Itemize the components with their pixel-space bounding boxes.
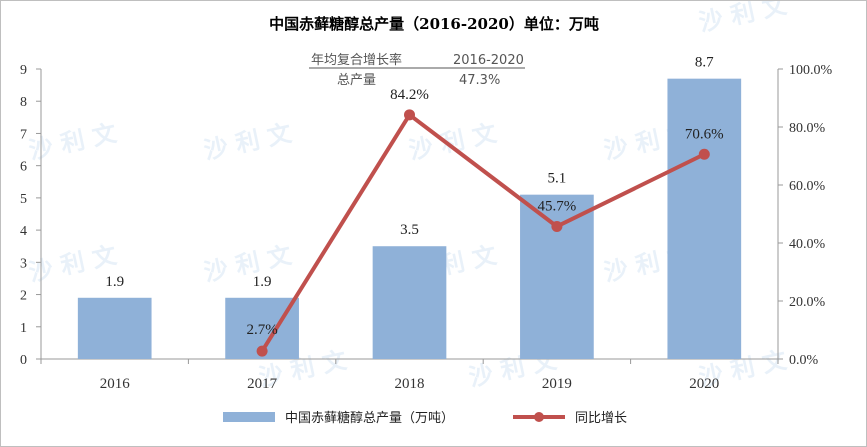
bar-2019 — [520, 194, 594, 359]
cagr-note-label: 年均复合增长率 — [311, 52, 402, 68]
y-right-tick-label: 100.0% — [789, 63, 833, 78]
bar-label-2017: 1.9 — [253, 274, 272, 290]
y-left-tick-label: 5 — [20, 192, 27, 207]
x-tick-label-2016: 2016 — [100, 376, 131, 392]
chart-title: 中国赤藓糖醇总产量（2016-2020）单位：万吨 — [269, 15, 599, 33]
y-left-tick-label: 8 — [20, 95, 27, 110]
growth-label-2017: 2.7% — [246, 322, 277, 338]
y-left-tick-label: 0 — [20, 353, 27, 368]
watermark-text-0: 沙 利 文 — [26, 119, 120, 165]
bar-label-2016: 1.9 — [105, 274, 124, 290]
legend: 中国赤藓糖醇总产量（万吨） 同比增长 — [223, 410, 627, 426]
growth-point-2018 — [404, 109, 415, 121]
growth-line-series: 2.7% 84.2% 45.7% 70.6% — [246, 87, 724, 357]
growth-point-2019 — [551, 220, 563, 232]
y-left-tick-label: 4 — [20, 224, 27, 239]
cagr-note: 年均复合增长率 2016-2020 总产量 47.3% — [309, 52, 525, 88]
y-right-tick-label: 80.0% — [789, 121, 826, 136]
cagr-note-metric: 总产量 — [337, 73, 376, 88]
cagr-note-period: 2016-2020 — [453, 53, 524, 68]
bar-value-labels: 1.9 1.9 3.5 5.1 8.7 — [105, 55, 714, 290]
legend-label-bar: 中国赤藓糖醇总产量（万吨） — [285, 410, 454, 426]
bar-label-2019: 5.1 — [548, 171, 567, 187]
cagr-note-value: 47.3% — [459, 73, 500, 88]
y-left-tick-label: 3 — [20, 256, 27, 271]
x-tick-label-2020: 2020 — [689, 376, 719, 392]
growth-label-2020: 70.6% — [685, 126, 724, 142]
y-left-tick-label: 2 — [20, 289, 27, 304]
y-right-tick-label: 0.0% — [789, 353, 819, 368]
bar-2020 — [667, 78, 742, 360]
bar-2016 — [77, 297, 152, 359]
y-left-tick-label: 7 — [20, 127, 27, 142]
legend-swatch-bar — [223, 412, 275, 422]
legend-swatch-marker — [534, 412, 544, 422]
axes: 0 1 2 3 4 5 6 7 8 9 0.0% 20.0% 40.0% 60.0% 80.0% 100.0%… — [20, 63, 833, 392]
watermark-text-11: 沙 利 文 — [696, 1, 790, 37]
y-left-tick-label: 1 — [20, 321, 27, 336]
y-right-tick-label: 20.0% — [789, 295, 826, 310]
growth-label-2018: 84.2% — [390, 87, 429, 103]
x-tick-label-2018: 2018 — [395, 376, 425, 392]
watermark-text-5: 沙 利 文 — [201, 241, 295, 287]
y-right-tick-label: 60.0% — [789, 179, 826, 194]
y-left-tick-label: 9 — [20, 63, 27, 78]
growth-point-2017 — [256, 345, 268, 357]
legend-label-line: 同比增长 — [575, 411, 627, 426]
bar-label-2020: 8.7 — [695, 55, 714, 71]
y-right-tick-label: 40.0% — [789, 237, 826, 252]
growth-line — [260, 112, 706, 353]
bar-label-2018: 3.5 — [400, 222, 419, 238]
growth-label-2019: 45.7% — [538, 198, 577, 214]
x-tick-label-2019: 2019 — [542, 376, 572, 392]
y-left-tick-label: 6 — [20, 160, 27, 175]
x-tick-label-2017: 2017 — [247, 376, 278, 392]
growth-point-2020 — [698, 148, 710, 160]
watermark-text-1: 沙 利 文 — [201, 119, 295, 165]
bar-2018 — [372, 246, 447, 359]
bar-series — [77, 78, 742, 360]
watermark-text-2: 沙 利 文 — [406, 119, 500, 165]
